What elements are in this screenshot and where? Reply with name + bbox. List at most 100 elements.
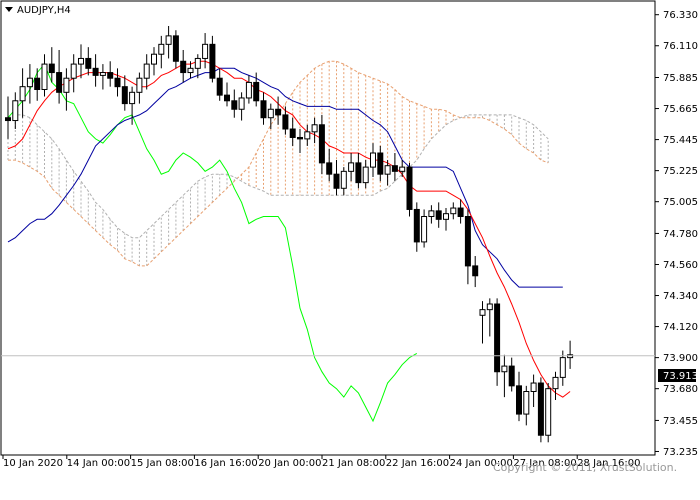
x-tick-label: 21 Jan 08:00 bbox=[322, 458, 385, 469]
candle-bull bbox=[194, 57, 201, 69]
candle-bear bbox=[464, 216, 471, 267]
candle-bear bbox=[377, 152, 384, 175]
candle-bull bbox=[129, 91, 136, 105]
candle-bear bbox=[406, 166, 413, 210]
candle-bear bbox=[333, 173, 340, 189]
x-tick-label: 27 Jan 08:00 bbox=[513, 458, 576, 469]
candle-bull bbox=[41, 63, 48, 90]
candle-bull bbox=[362, 166, 369, 184]
candle-bull bbox=[501, 365, 508, 373]
candle-bull bbox=[143, 63, 150, 79]
candle-bull bbox=[165, 35, 172, 45]
price-axis: 76.330 76.110 75.885 75.665 75.445 75.225 75.0… bbox=[655, 10, 698, 458]
candle-bear bbox=[5, 117, 11, 122]
senkou-span-b-line bbox=[7, 114, 549, 239]
candle-bull bbox=[523, 390, 530, 415]
x-tick-label: 22 Jan 16:00 bbox=[386, 458, 449, 469]
candle-bull bbox=[340, 170, 347, 189]
candle-bear bbox=[216, 77, 223, 96]
candle-bear bbox=[180, 60, 187, 74]
candle-bull bbox=[384, 165, 391, 175]
y-tick-label: 76.330 bbox=[663, 10, 698, 21]
candle-bear bbox=[318, 124, 325, 164]
current-price-tag bbox=[658, 369, 696, 382]
candle-bull bbox=[63, 77, 70, 93]
candle-bear bbox=[494, 303, 501, 373]
candle-bear bbox=[209, 43, 216, 79]
candle-bull bbox=[399, 166, 406, 172]
candle-bull bbox=[19, 86, 26, 102]
candle-bear bbox=[413, 208, 420, 243]
time-axis: 10 Jan 2020 14 Jan 00:00 15 Jan 08:00 16 Ja… bbox=[2, 455, 641, 469]
x-tick-label: 24 Jan 00:00 bbox=[450, 458, 513, 469]
candle-bull bbox=[428, 210, 435, 218]
candle-bear bbox=[282, 114, 289, 130]
candle-bull bbox=[99, 72, 106, 76]
x-tick-label: 14 Jan 00:00 bbox=[67, 458, 130, 469]
candle-bull bbox=[202, 43, 209, 59]
candle-bull bbox=[552, 376, 559, 390]
candle-bear bbox=[172, 35, 179, 62]
candle-bear bbox=[48, 63, 55, 74]
candle-bull bbox=[421, 216, 428, 243]
x-tick-label: 10 Jan 2020 bbox=[3, 458, 63, 469]
y-tick-label: 75.005 bbox=[663, 197, 698, 208]
candle-bull bbox=[245, 81, 252, 99]
candle-bull bbox=[530, 382, 537, 392]
y-tick-label: 73.680 bbox=[663, 384, 698, 395]
candle-bear bbox=[56, 72, 63, 93]
y-tick-label: 74.120 bbox=[663, 322, 698, 333]
candle-bear bbox=[224, 94, 230, 102]
candle-bull bbox=[486, 303, 493, 311]
candle-bear bbox=[391, 165, 398, 172]
candle-bull bbox=[136, 77, 143, 93]
candle-bear bbox=[85, 57, 92, 69]
candle-bull bbox=[151, 53, 157, 65]
y-tick-label: 76.110 bbox=[663, 41, 698, 52]
y-tick-label: 73.900 bbox=[663, 353, 698, 364]
candle-bear bbox=[457, 207, 464, 218]
candle-bear bbox=[472, 265, 479, 277]
y-tick-label: 73.455 bbox=[663, 416, 698, 427]
candle-bear bbox=[114, 77, 121, 88]
candle-bear bbox=[231, 100, 238, 110]
y-tick-label: 75.225 bbox=[663, 166, 698, 177]
y-tick-label: 75.445 bbox=[663, 135, 698, 146]
candle-bear bbox=[275, 108, 282, 116]
x-tick-label: 16 Jan 16:00 bbox=[194, 458, 257, 469]
candle-bear bbox=[508, 365, 515, 387]
candle-bull bbox=[267, 108, 274, 119]
candle-bull bbox=[545, 388, 552, 436]
y-tick-label: 73.235 bbox=[663, 447, 698, 458]
candle-bull bbox=[559, 357, 566, 378]
candle-bull bbox=[238, 97, 245, 110]
candle-bull bbox=[479, 309, 486, 316]
candle-bear bbox=[516, 385, 522, 415]
chikou-span-line bbox=[7, 63, 418, 423]
candle-bull bbox=[370, 152, 376, 168]
candle-bull bbox=[12, 100, 19, 122]
candle-bull bbox=[187, 67, 194, 74]
chart-title: AUDJPY,H4 bbox=[17, 5, 71, 16]
candle-bull bbox=[348, 162, 355, 172]
candle-bear bbox=[537, 382, 544, 436]
candle-bear bbox=[34, 77, 41, 90]
y-tick-label: 75.665 bbox=[663, 104, 698, 115]
plot-area[interactable] bbox=[0, 0, 656, 456]
candle-bear bbox=[355, 162, 362, 184]
candle-bear bbox=[435, 210, 442, 220]
current-price-label: 73.913 bbox=[663, 371, 698, 382]
y-tick-label: 75.885 bbox=[663, 73, 698, 84]
y-tick-label: 74.340 bbox=[663, 291, 698, 302]
candle-bear bbox=[326, 162, 333, 175]
copyright-text: Copyright © 2011, XrustSolution. bbox=[493, 461, 677, 474]
y-tick-label: 74.780 bbox=[663, 229, 698, 240]
candle-bull bbox=[70, 63, 77, 79]
candle-bull bbox=[443, 213, 449, 220]
candle-bull bbox=[26, 77, 33, 88]
dropdown-triangle-icon[interactable] bbox=[5, 7, 13, 12]
candle-bear bbox=[260, 100, 267, 119]
candle-bull bbox=[450, 207, 457, 215]
